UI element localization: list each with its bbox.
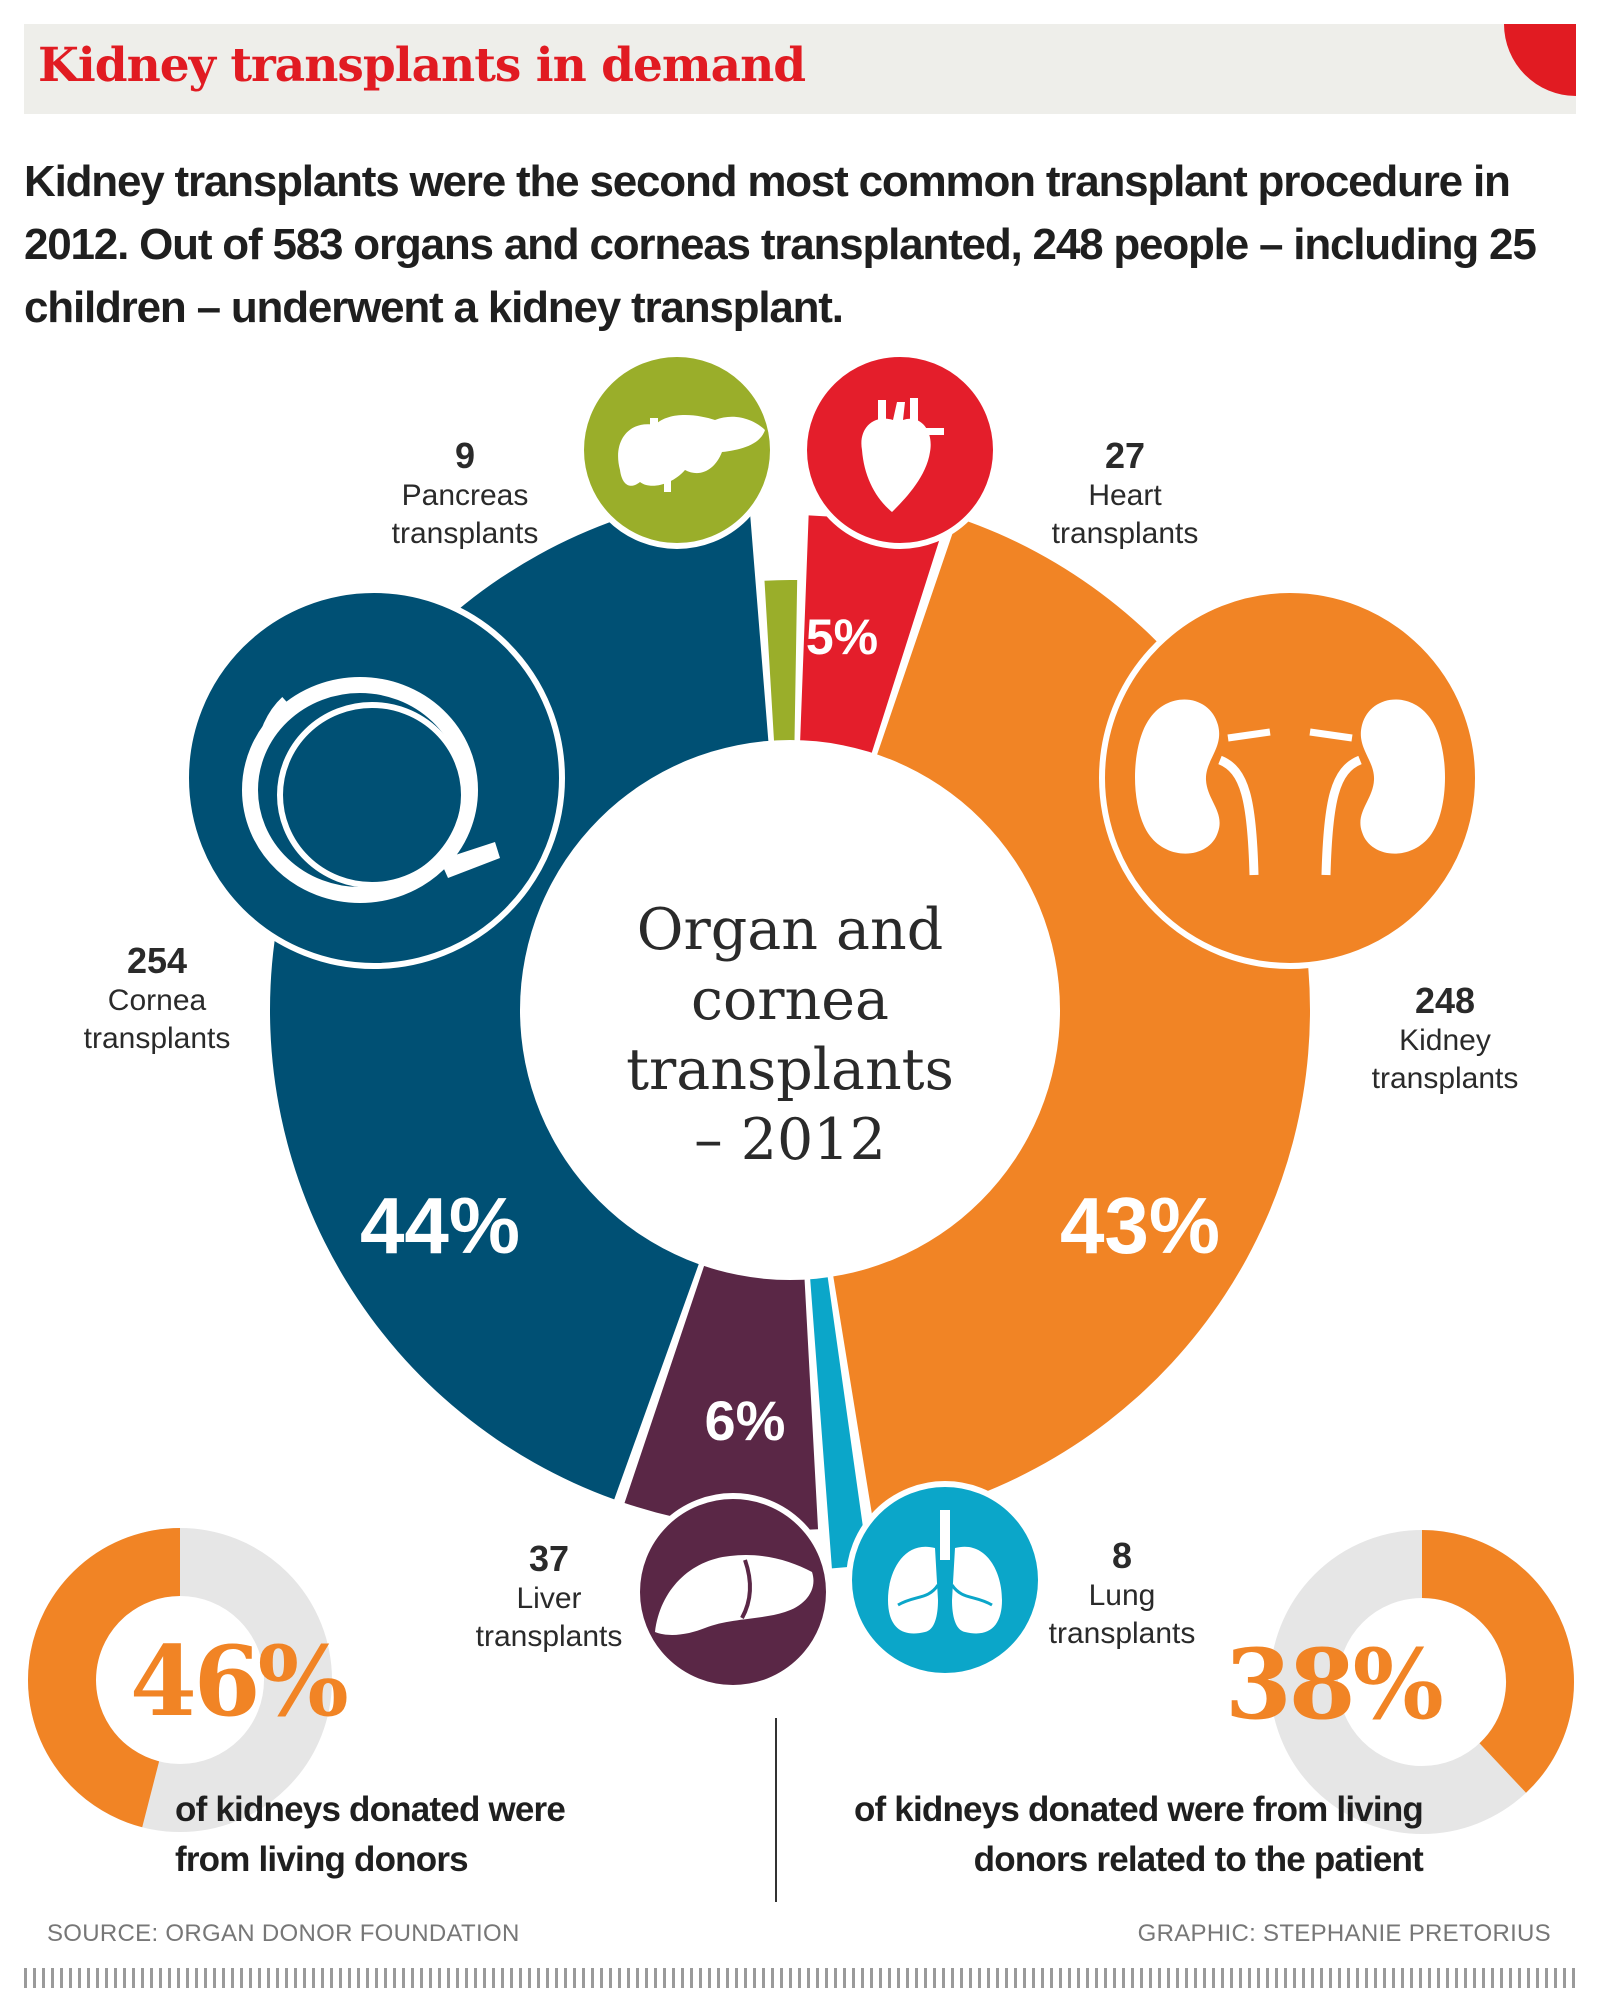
lung-label: 8 Lung transplants: [1049, 1535, 1196, 1653]
kidney-suffix: transplants: [1371, 1062, 1519, 1095]
kidney-percent: 43%: [1059, 1181, 1221, 1270]
related-donor-stat: 38%: [1225, 1628, 1444, 1741]
liver-count: 37: [528, 1538, 570, 1579]
living-donor-desc: of kidneys donated were from living dono…: [175, 1785, 566, 1885]
liver-percent: 6%: [704, 1389, 786, 1452]
center-label-line2: cornea: [691, 967, 889, 1033]
page-title: Kidney transplants in demand: [38, 38, 806, 93]
living-donor-desc-line2: from living donors: [175, 1840, 469, 1879]
center-label-line4: – 2012: [694, 1107, 886, 1173]
eye-icon: [183, 587, 565, 969]
kidney-name: Kidney: [1399, 1024, 1491, 1057]
graphic-credit: GRAPHIC: STEPHANIE PRETORIUS: [1137, 1920, 1551, 1947]
center-label-line3: transplants: [626, 1037, 954, 1103]
living-donor-stat: 46%: [130, 1625, 349, 1738]
lungs-icon: [846, 1481, 1044, 1679]
related-donor-desc-line1: of kidneys donated were from living: [853, 1790, 1424, 1829]
intro-text: Kidney transplants were the second most …: [24, 157, 1537, 332]
pancreas-label: 9 Pancreas transplants: [392, 435, 539, 553]
heart-label: 27 Heart transplants: [1052, 435, 1199, 553]
cornea-name: Cornea: [107, 984, 207, 1017]
heart-name: Heart: [1088, 479, 1162, 512]
stat-divider: [775, 1718, 777, 1902]
heart-slice: [798, 515, 940, 796]
kidneys-icon: [1099, 587, 1481, 969]
title-bar: Kidney transplants in demand: [24, 24, 1576, 114]
cornea-label: 254 Cornea transplants: [84, 940, 231, 1058]
living-donor-desc-line1: of kidneys donated were: [175, 1790, 566, 1829]
donut-2-value: [1420, 1530, 1574, 1793]
lung-count: 8: [1111, 1535, 1133, 1576]
lung-name: Lung: [1088, 1579, 1156, 1612]
cornea-suffix: transplants: [83, 1022, 231, 1055]
pancreas-slice: [764, 580, 798, 786]
corner-accent-icon: [1504, 24, 1576, 96]
center-label-line1: Organ and: [636, 897, 944, 963]
related-donor-desc: of kidneys donated were from living dono…: [853, 1785, 1424, 1885]
source-credit: SOURCE: ORGAN DONOR FOUNDATION: [47, 1920, 520, 1947]
liver-slice: [624, 1223, 819, 1531]
liver-label: 37 Liver transplants: [476, 1538, 623, 1656]
pancreas-icon: [578, 351, 776, 549]
cornea-percent: 44%: [359, 1181, 521, 1270]
lung-suffix: transplants: [1048, 1617, 1196, 1650]
center-disc: [520, 740, 1060, 1280]
liver-suffix: transplants: [475, 1620, 623, 1653]
heart-percent: 5%: [805, 609, 879, 665]
center-label: Organ and cornea transplants – 2012: [625, 895, 955, 1175]
pancreas-suffix: transplants: [391, 517, 539, 550]
related-donor-desc-line2: donors related to the patient: [973, 1840, 1424, 1879]
cornea-count: 254: [126, 940, 188, 981]
pancreas-name: Pancreas: [401, 479, 529, 512]
pancreas-count: 9: [454, 435, 476, 476]
heart-icon: [801, 351, 999, 549]
liver-icon: [634, 1493, 832, 1691]
lung-slice: [806, 1232, 869, 1569]
bottom-ruler: [24, 1968, 1579, 1988]
kidney-label: 248 Kidney transplants: [1372, 980, 1519, 1098]
heart-suffix: transplants: [1051, 517, 1199, 550]
kidney-count: 248: [1414, 980, 1476, 1021]
donut-1-value: [28, 1528, 182, 1828]
liver-name: Liver: [516, 1582, 582, 1615]
heart-count: 27: [1104, 435, 1146, 476]
